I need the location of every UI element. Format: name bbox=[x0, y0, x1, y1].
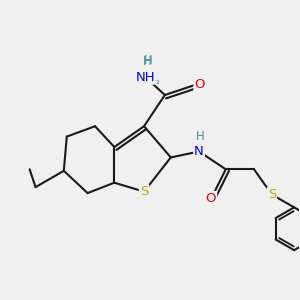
Text: S: S bbox=[140, 185, 148, 198]
Text: H: H bbox=[144, 54, 153, 67]
Text: S: S bbox=[268, 188, 276, 201]
Text: NH: NH bbox=[136, 71, 155, 84]
Text: N: N bbox=[141, 71, 150, 84]
Text: H: H bbox=[196, 130, 205, 142]
Text: O: O bbox=[194, 78, 205, 91]
Text: H: H bbox=[143, 55, 152, 68]
Text: N: N bbox=[194, 145, 204, 158]
Text: ₂: ₂ bbox=[156, 76, 160, 86]
Text: O: O bbox=[206, 192, 216, 205]
